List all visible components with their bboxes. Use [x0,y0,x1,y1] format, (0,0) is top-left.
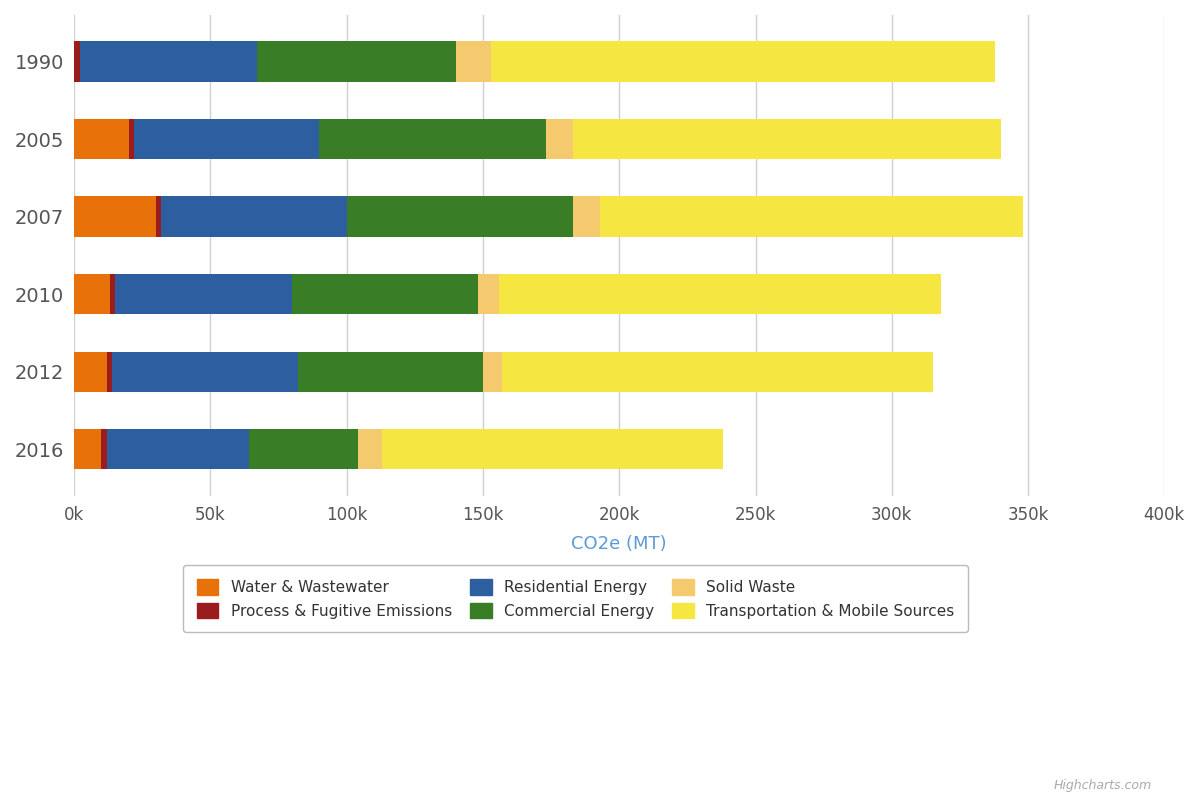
Bar [161,197,347,237]
Bar [107,351,113,392]
Bar [319,119,546,159]
Bar [113,351,298,392]
Bar [358,429,382,470]
Bar [109,274,115,314]
Bar [257,42,456,82]
Bar [128,119,134,159]
Bar [456,42,491,82]
Bar [382,429,722,470]
X-axis label: CO2e (MT): CO2e (MT) [571,534,667,553]
Bar [248,429,358,470]
Bar [74,351,107,392]
Bar [572,197,600,237]
Bar [572,119,1001,159]
Text: Highcharts.com: Highcharts.com [1054,779,1152,792]
Bar [347,197,572,237]
Bar [499,274,941,314]
Bar [79,42,257,82]
Bar [298,351,482,392]
Bar [482,351,502,392]
Bar [502,351,932,392]
Bar [115,274,292,314]
Bar [74,274,109,314]
Bar [74,197,156,237]
Bar [478,274,499,314]
Bar [134,119,319,159]
Bar [156,197,161,237]
Bar [74,119,128,159]
Bar [101,429,107,470]
Bar [546,119,572,159]
Bar [491,42,995,82]
Legend: Water & Wastewater, Process & Fugitive Emissions, Residential Energy, Commercial: Water & Wastewater, Process & Fugitive E… [184,566,968,633]
Bar [292,274,478,314]
Bar [107,429,248,470]
Bar [74,429,101,470]
Bar [600,197,1022,237]
Bar [74,42,79,82]
